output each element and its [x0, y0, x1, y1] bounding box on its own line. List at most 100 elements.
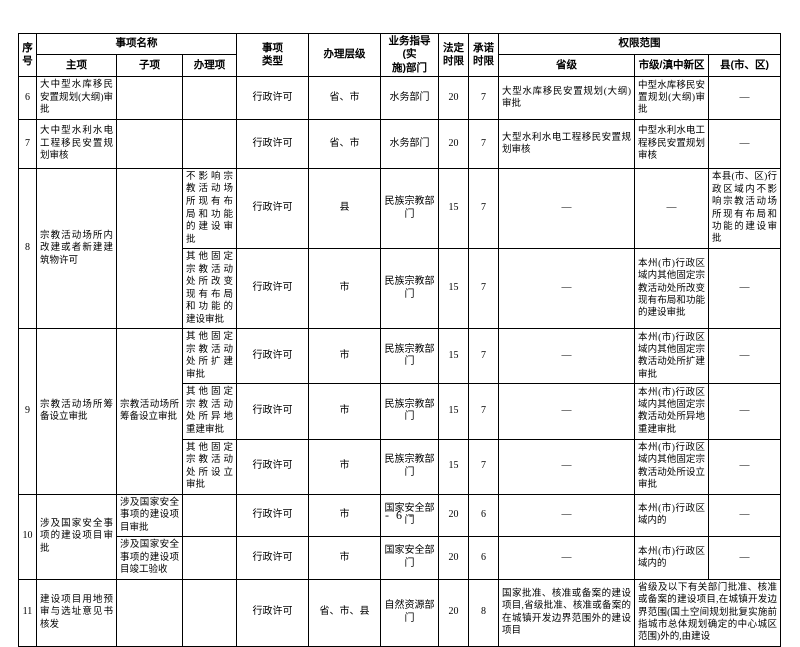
cell-main-item: 宗教活动场所筹备设立审批 — [36, 328, 117, 495]
cell-handle-item: 其他固定宗教活动处所扩建审批 — [181, 328, 238, 385]
header-guidance-dept: 业务指导(实 施)部门 — [380, 32, 440, 78]
cell-provincial: — — [498, 536, 636, 580]
cell-legal-limit: 20 — [438, 536, 470, 580]
cell-promise-limit: 7 — [468, 438, 500, 495]
row-7: 7 大中型水利水电工程移民安置规划审核 行政许可 省、市 水务部门 20 7 大… — [18, 118, 782, 169]
cell-sub-item: 涉及国家安全事项的建设项目审批 — [116, 493, 183, 538]
cell-legal-limit: 20 — [438, 118, 470, 169]
page-number: - 6 - — [385, 508, 415, 522]
cell-sub-item — [116, 76, 183, 120]
cell-county: — — [708, 536, 782, 580]
cell-level: 县 — [308, 167, 382, 250]
cell-county: — — [708, 76, 782, 120]
cell-type: 行政许可 — [236, 383, 310, 440]
header-sub-item: 子项 — [116, 53, 183, 78]
cell-municipal-county: 省级及以下有关部门批准、核准或备案的建设项目,在城镇开发边界范围(国土空间规划批… — [634, 578, 782, 647]
cell-level: 省、市 — [308, 76, 382, 120]
cell-handle-item — [181, 118, 238, 169]
cell-serial: 7 — [18, 118, 37, 169]
cell-promise-limit: 7 — [468, 248, 500, 330]
header-provincial: 省级 — [498, 53, 636, 78]
cell-provincial: — — [498, 438, 636, 495]
header-serial: 序 号 — [18, 32, 37, 78]
cell-legal-limit: 15 — [438, 248, 470, 330]
header-handle-item: 办理项 — [181, 53, 238, 78]
cell-level: 市 — [308, 328, 382, 385]
cell-serial: 8 — [18, 167, 37, 330]
cell-legal-limit: 15 — [438, 438, 470, 495]
cell-level: 市 — [308, 248, 382, 330]
cell-level: 市 — [308, 536, 382, 580]
cell-level: 省、市 — [308, 118, 382, 169]
row-11: 11 建设项目用地预审与选址意见书核发 行政许可 省、市、县 自然资源部门 20… — [18, 578, 782, 647]
row-10a: 10 涉及国家安全事项的建设项目审批 涉及国家安全事项的建设项目审批 行政许可 … — [18, 493, 782, 580]
cell-handle-item: 其他固定宗教活动处所设立审批 — [181, 438, 238, 495]
cell-type: 行政许可 — [236, 167, 310, 250]
approval-items-table: 序 号 事项名称 事项 类型 办理层级 业务指导(实 施)部门 法定 时限 承诺… — [18, 32, 782, 647]
cell-type: 行政许可 — [236, 493, 310, 538]
cell-municipal: 中型水库移民安置规划(大纲)审批 — [634, 76, 710, 120]
cell-municipal: — — [634, 167, 710, 250]
row-8a: 8 宗教活动场所内改建或者新建建筑物许可 不影响宗教活动场所现有布局和功能的建设… — [18, 167, 782, 330]
cell-main-item: 涉及国家安全事项的建设项目审批 — [36, 493, 117, 580]
cell-promise-limit: 7 — [468, 383, 500, 440]
cell-sub-item — [116, 578, 183, 647]
cell-type: 行政许可 — [236, 248, 310, 330]
cell-dept: 水务部门 — [380, 118, 440, 169]
row-6: 6 大中型水库移民安置规划(大纲)审批 行政许可 省、市 水务部门 20 7 大… — [18, 76, 782, 120]
cell-dept: 民族宗教部门 — [380, 383, 440, 440]
cell-dept: 民族宗教部门 — [380, 438, 440, 495]
header-promise-limit: 承诺 时限 — [468, 32, 500, 78]
cell-legal-limit: 15 — [438, 328, 470, 385]
header-row-2: 主项 子项 办理项 省级 市级/滇中新区 县(市、区) — [19, 53, 782, 78]
cell-provincial: — — [498, 248, 636, 330]
cell-provincial: 国家批准、核准或备案的建设项目,省级批准、核准或备案的在城镇开发边界范围外的建设… — [498, 578, 636, 647]
cell-level: 市 — [308, 438, 382, 495]
cell-legal-limit: 20 — [438, 578, 470, 647]
header-item-type: 事项 类型 — [236, 32, 310, 78]
header-municipal: 市级/滇中新区 — [634, 53, 710, 78]
cell-level: 市 — [308, 383, 382, 440]
cell-sub-item — [116, 167, 183, 330]
cell-legal-limit: 15 — [438, 383, 470, 440]
cell-county: — — [708, 328, 782, 385]
cell-county: — — [708, 438, 782, 495]
cell-sub-item: 涉及国家安全事项的建设项目竣工验收 — [116, 536, 183, 580]
row-9b: 其他固定宗教活动处所异地重建审批 行政许可 市 民族宗教部门 15 7 — 本州… — [19, 383, 782, 440]
cell-legal-limit: 15 — [438, 167, 470, 250]
cell-municipal: 本州(市)行政区域内其他固定宗教活动处所设立审批 — [634, 438, 710, 495]
row-10b: 涉及国家安全事项的建设项目竣工验收 行政许可 市 国家安全部门 20 6 — 本… — [19, 536, 782, 580]
cell-handle-item: 不影响宗教活动场所现有布局和功能的建设审批 — [181, 167, 238, 250]
cell-municipal: 本州(市)行政区域内其他固定宗教活动处所改变现有布局和功能的建设审批 — [634, 248, 710, 330]
cell-type: 行政许可 — [236, 328, 310, 385]
cell-promise-limit: 8 — [468, 578, 500, 647]
cell-county: — — [708, 118, 782, 169]
cell-dept: 国家安全部门 — [380, 536, 440, 580]
cell-handle-item: 其他固定宗教活动处所异地重建审批 — [181, 383, 238, 440]
cell-provincial: — — [498, 383, 636, 440]
cell-type: 行政许可 — [236, 438, 310, 495]
cell-level: 省、市、县 — [308, 578, 382, 647]
cell-type: 行政许可 — [236, 76, 310, 120]
cell-sub-item: 宗教活动场所筹备设立审批 — [116, 328, 183, 495]
cell-municipal: 中型水利水电工程移民安置规划审核 — [634, 118, 710, 169]
cell-type: 行政许可 — [236, 118, 310, 169]
cell-serial: 11 — [18, 578, 37, 647]
row-9a: 9 宗教活动场所筹备设立审批 宗教活动场所筹备设立审批 其他固定宗教活动处所扩建… — [18, 328, 782, 495]
cell-municipal: 本州(市)行政区域内的 — [634, 493, 710, 538]
header-authority-scope: 权限范围 — [498, 33, 782, 55]
cell-handle-item — [181, 76, 238, 120]
cell-provincial: 大型水库移民安置规划(大纲)审批 — [498, 76, 636, 120]
cell-serial: 10 — [18, 493, 37, 580]
cell-type: 行政许可 — [236, 536, 310, 580]
cell-dept: 水务部门 — [380, 76, 440, 120]
cell-promise-limit: 6 — [468, 493, 500, 538]
cell-promise-limit: 7 — [468, 118, 500, 169]
header-handle-level: 办理层级 — [308, 32, 382, 78]
cell-legal-limit: 20 — [438, 76, 470, 120]
row-8b: 其他固定宗教活动处所改变现有布局和功能的建设审批 行政许可 市 民族宗教部门 1… — [19, 248, 782, 330]
cell-dept: 自然资源部门 — [380, 578, 440, 647]
cell-serial: 6 — [18, 76, 37, 120]
header-county: 县(市、区) — [708, 53, 782, 78]
cell-dept: 民族宗教部门 — [380, 328, 440, 385]
